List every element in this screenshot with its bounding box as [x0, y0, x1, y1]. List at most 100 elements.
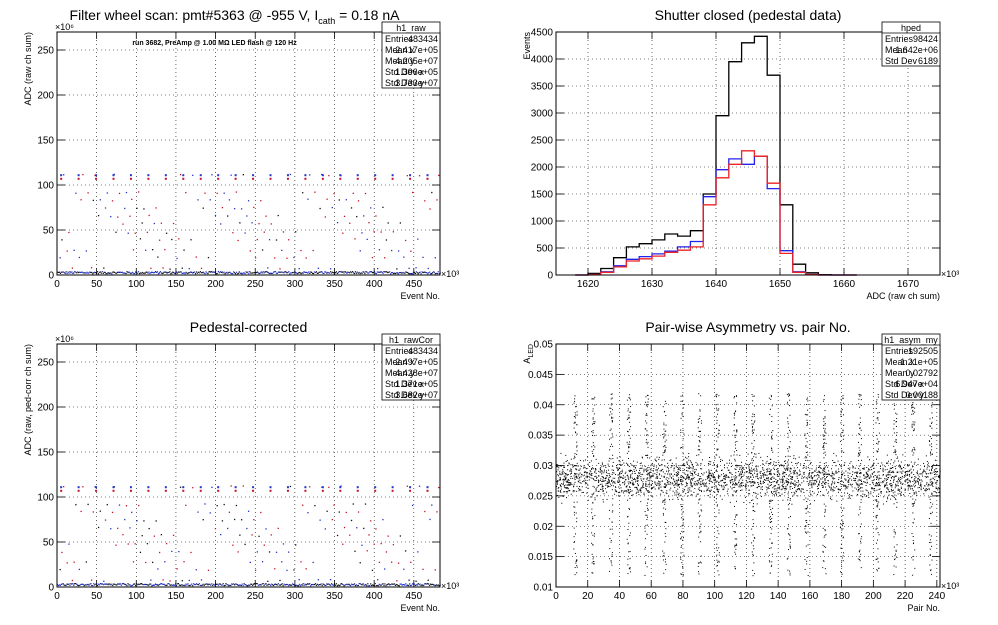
- data-point: [682, 446, 684, 448]
- data-point: [177, 271, 180, 273]
- data-point: [825, 454, 827, 456]
- data-point: [819, 467, 821, 469]
- data-point: [911, 488, 913, 490]
- data-point: [366, 550, 368, 552]
- data-point: [924, 466, 926, 468]
- data-point: [636, 483, 638, 485]
- data-point: [681, 414, 683, 416]
- data-point: [820, 478, 822, 480]
- data-point: [646, 394, 648, 396]
- data-point: [660, 464, 662, 466]
- data-point: [777, 474, 779, 476]
- data-point: [886, 487, 888, 489]
- data-point: [147, 489, 150, 492]
- data-point: [901, 477, 903, 479]
- data-point: [896, 481, 898, 483]
- data-point: [58, 584, 61, 586]
- data-point: [806, 403, 808, 405]
- data-point: [730, 472, 732, 474]
- data-point: [791, 476, 793, 478]
- data-point: [80, 510, 82, 513]
- data-point: [733, 397, 735, 399]
- data-point: [767, 463, 769, 465]
- data-point: [286, 257, 288, 259]
- x-tick-label: 1640: [705, 279, 728, 290]
- data-point: [897, 456, 899, 458]
- data-point: [639, 462, 641, 464]
- data-point: [733, 490, 735, 492]
- data-point: [790, 472, 792, 474]
- data-point: [437, 271, 439, 273]
- data-point: [806, 560, 808, 562]
- data-point: [918, 490, 920, 492]
- data-point: [661, 464, 663, 466]
- data-point: [664, 483, 666, 485]
- data-point: [241, 273, 243, 275]
- data-point: [824, 476, 826, 478]
- data-point: [618, 495, 620, 497]
- data-point: [911, 476, 913, 478]
- data-point: [827, 480, 829, 482]
- data-point: [714, 477, 716, 479]
- data-point: [390, 273, 392, 275]
- data-point: [708, 476, 710, 478]
- data-point: [724, 481, 726, 483]
- data-point: [752, 534, 754, 536]
- data-point: [858, 468, 860, 470]
- data-point: [191, 583, 193, 585]
- y-axis-label: Events: [522, 32, 532, 60]
- data-point: [323, 584, 325, 586]
- data-point: [871, 487, 873, 489]
- data-point: [626, 485, 628, 487]
- data-point: [719, 475, 721, 477]
- data-point: [775, 485, 777, 487]
- data-point: [715, 396, 717, 398]
- data-point: [808, 474, 810, 476]
- data-point: [791, 461, 793, 463]
- data-point: [385, 239, 388, 241]
- data-point: [828, 473, 830, 475]
- data-point: [132, 271, 134, 274]
- data-point: [240, 584, 242, 587]
- data-point: [752, 503, 754, 505]
- data-point: [567, 465, 569, 467]
- data-point: [211, 486, 213, 488]
- data-point: [124, 272, 126, 274]
- data-point: [126, 585, 128, 587]
- data-point: [614, 482, 616, 484]
- data-point: [871, 472, 873, 474]
- data-point: [199, 177, 202, 180]
- data-point: [672, 475, 674, 477]
- data-point: [907, 474, 909, 476]
- data-point: [283, 583, 285, 585]
- data-point: [873, 489, 875, 491]
- data-point: [99, 271, 102, 273]
- data-point: [631, 482, 633, 484]
- data-point: [251, 534, 253, 536]
- data-point: [573, 511, 575, 513]
- data-point: [397, 250, 400, 252]
- data-point: [61, 583, 63, 585]
- data-point: [93, 272, 95, 274]
- data-point: [595, 490, 597, 492]
- data-point: [293, 569, 295, 571]
- data-point: [872, 473, 874, 475]
- data-point: [680, 505, 682, 507]
- data-point: [680, 431, 682, 433]
- data-point: [321, 177, 324, 180]
- data-point: [788, 405, 790, 407]
- data-point: [592, 417, 594, 419]
- data-point: [602, 480, 604, 482]
- data-point: [812, 471, 814, 473]
- data-point: [426, 583, 428, 585]
- data-point: [559, 484, 561, 486]
- data-point: [787, 480, 789, 482]
- data-point: [732, 483, 734, 485]
- data-point: [680, 545, 682, 547]
- stats-box-name: h1_rawCor: [389, 335, 433, 345]
- data-point: [612, 472, 614, 474]
- data-point: [740, 471, 742, 473]
- data-point: [904, 472, 906, 474]
- histogram-series-3: [575, 150, 857, 276]
- data-point: [304, 271, 306, 274]
